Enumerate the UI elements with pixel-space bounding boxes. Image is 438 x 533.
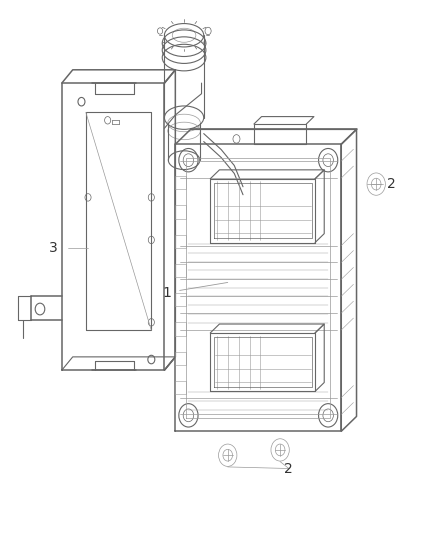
Text: 3: 3 — [49, 241, 57, 255]
Text: 2: 2 — [387, 177, 396, 191]
Text: 2: 2 — [285, 462, 293, 475]
Text: 1: 1 — [162, 286, 171, 300]
